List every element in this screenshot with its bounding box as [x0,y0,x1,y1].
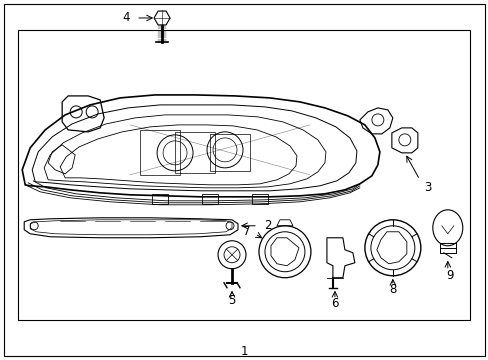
Bar [202,194,218,204]
Text: 6: 6 [330,297,338,310]
Bar [152,194,168,204]
Text: 8: 8 [388,283,396,296]
Bar [251,194,267,204]
Text: 2: 2 [264,219,271,232]
Text: 7: 7 [243,225,250,238]
Text: 1: 1 [240,345,247,358]
Text: 4: 4 [122,12,130,24]
Bar [18,30,469,320]
Text: 9: 9 [445,269,453,282]
Text: 3: 3 [423,181,430,194]
Text: 5: 5 [228,294,235,307]
